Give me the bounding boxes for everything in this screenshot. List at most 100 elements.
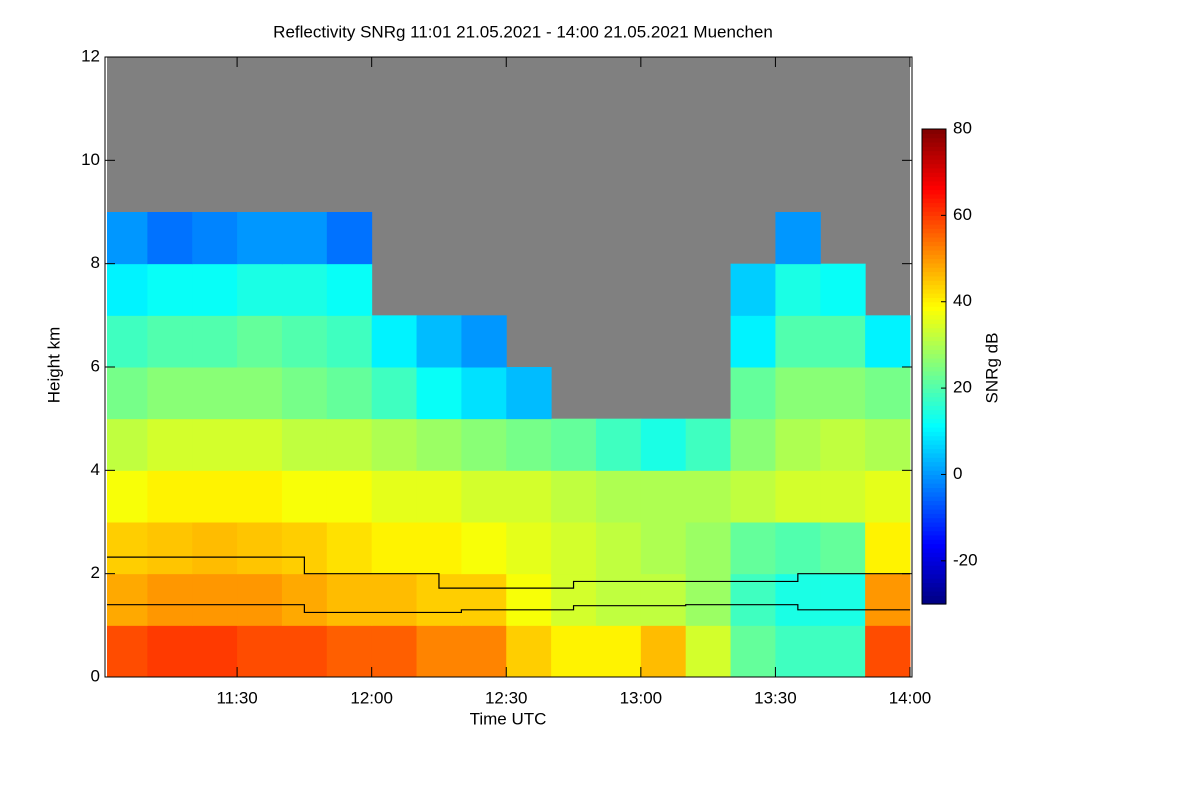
heatmap-cell [237, 212, 283, 265]
x-tick-label: 13:00 [620, 688, 663, 707]
colorbar-swatch [922, 547, 946, 553]
colorbar-swatch [922, 565, 946, 571]
colorbar-swatch [922, 517, 946, 523]
boundary-line [107, 556, 910, 589]
colorbar-swatch [922, 534, 946, 540]
heatmap-cell [326, 367, 373, 420]
colorbar-swatch [922, 500, 946, 506]
heatmap-cell [820, 315, 866, 368]
colorbar-swatch [922, 435, 946, 441]
colorbar-swatch [922, 193, 946, 199]
colorbar-swatch [922, 344, 946, 350]
colorbar-swatch [922, 439, 946, 445]
colorbar-swatch [922, 314, 946, 320]
y-tick-label: 6 [91, 356, 100, 375]
heatmap-cell [371, 522, 418, 575]
heatmap-cell [281, 573, 328, 626]
colorbar-tick-label: 20 [953, 378, 972, 397]
heatmap-cell [595, 470, 642, 523]
heatmap-cell [820, 470, 866, 523]
heatmap-cell [107, 573, 148, 626]
heatmap-cell [775, 263, 821, 316]
heatmap-cell [685, 625, 732, 678]
heatmap-cell [461, 522, 507, 575]
heatmap-cell [595, 573, 642, 626]
heatmap-cell [865, 522, 911, 575]
colorbar-swatch [922, 176, 946, 182]
colorbar-swatch [922, 245, 946, 251]
heatmap-cell [640, 522, 687, 575]
colorbar-swatch [922, 288, 946, 294]
heatmap-cell [461, 573, 507, 626]
colorbar-swatch [922, 137, 946, 143]
heatmap-cell [865, 367, 911, 420]
heatmap-cell [107, 263, 148, 316]
x-tick-label: 12:00 [350, 688, 393, 707]
colorbar-swatch [922, 530, 946, 536]
heatmap-cell [506, 573, 552, 626]
colorbar-swatch [922, 405, 946, 411]
heatmap-cell [147, 263, 193, 316]
colorbar-tick-label: 80 [953, 118, 972, 137]
colorbar-swatch [922, 444, 946, 450]
colorbar-swatch [922, 509, 946, 514]
heatmap-cell [326, 522, 373, 575]
colorbar-swatch [922, 271, 946, 277]
heatmap-cell [147, 625, 193, 678]
y-tick-label: 12 [81, 46, 100, 65]
colorbar-swatch [922, 591, 946, 596]
heatmap-cell [147, 522, 193, 575]
heatmap-cell [371, 573, 418, 626]
colorbar-swatch [922, 254, 946, 260]
heatmap-cell [147, 418, 193, 471]
colorbar-frame [921, 128, 947, 605]
colorbar-swatch [922, 172, 946, 178]
colorbar-swatch [922, 198, 946, 204]
heatmap-cell [820, 263, 866, 316]
heatmap-cell [281, 470, 328, 523]
heatmap-cell [237, 573, 283, 626]
colorbar-swatch [922, 141, 946, 147]
colorbar-swatch [922, 392, 946, 398]
colorbar-swatch [922, 418, 946, 424]
heatmap-cell [730, 315, 776, 368]
colorbar-swatch [922, 409, 946, 415]
heatmap-cell [506, 522, 552, 575]
colorbar-swatch [922, 323, 946, 329]
colorbar-swatch [922, 452, 946, 458]
x-tick-label: 13:30 [754, 688, 797, 707]
heatmap-cell [685, 470, 732, 523]
y-tick-label: 0 [91, 666, 100, 685]
heatmap-cell [775, 418, 821, 471]
heatmap-cell [730, 418, 776, 471]
colorbar-swatch [922, 224, 946, 229]
heatmap-cell [237, 625, 283, 678]
colorbar-tick-label: 0 [953, 464, 962, 483]
colorbar-swatch [922, 336, 946, 342]
heatmap-cell [192, 470, 238, 523]
heatmap-cell [416, 367, 462, 420]
heatmap-cell [865, 573, 911, 626]
colorbar-swatch [922, 426, 946, 432]
colorbar-swatch [922, 370, 946, 376]
colorbar-swatch [922, 241, 946, 247]
heatmap-cell [730, 263, 776, 316]
heatmap-cell [237, 315, 283, 368]
heatmap-cell [416, 625, 462, 678]
heatmap-cell [107, 522, 148, 575]
x-tick-label: 11:30 [216, 688, 257, 707]
colorbar-swatch [922, 306, 946, 311]
heatmap-cell [461, 625, 507, 678]
colorbar-swatch [922, 388, 946, 394]
heatmap-cell [326, 263, 373, 316]
heatmap-cell [865, 418, 911, 471]
heatmap-cell [595, 522, 642, 575]
heatmap-cell [685, 522, 732, 575]
colorbar-swatch [922, 470, 946, 476]
colorbar-swatch [922, 487, 946, 493]
x-tick-label: 12:30 [485, 688, 528, 707]
colorbar-swatch [922, 379, 946, 385]
colorbar-swatch [922, 267, 946, 273]
heatmap-cell [237, 522, 283, 575]
